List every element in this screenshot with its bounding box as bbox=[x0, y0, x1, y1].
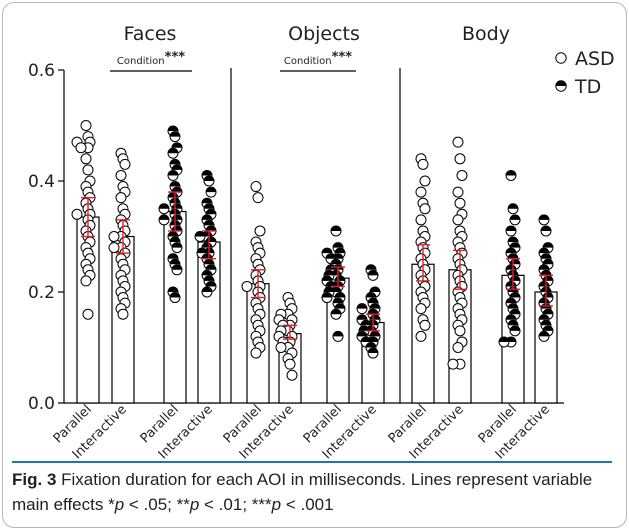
data-point-5-19 bbox=[284, 358, 296, 370]
data-point-4-24 bbox=[250, 347, 262, 359]
data-point-1-6 bbox=[115, 192, 127, 204]
data-point-0-28 bbox=[82, 308, 94, 320]
data-point-10-20 bbox=[509, 325, 521, 337]
data-point-6-18 bbox=[321, 292, 333, 304]
data-point-1-16 bbox=[108, 242, 120, 254]
y-tick-label-1: 0.2 bbox=[28, 283, 55, 303]
data-point-7-19 bbox=[367, 347, 379, 359]
data-point-4-2 bbox=[254, 225, 266, 237]
data-point-10-3 bbox=[505, 225, 517, 237]
data-point-4-0 bbox=[250, 181, 262, 193]
data-point-4-12 bbox=[241, 280, 253, 292]
data-point-8-3 bbox=[415, 186, 427, 198]
caption-t1: < .05; ** bbox=[124, 495, 190, 514]
caption-t2: < .01; *** bbox=[199, 495, 272, 514]
data-point-2-25 bbox=[169, 292, 181, 304]
data-point-8-1 bbox=[417, 158, 429, 170]
data-point-10-14 bbox=[509, 292, 521, 304]
data-point-8-23 bbox=[419, 319, 431, 331]
data-point-2-20 bbox=[171, 242, 183, 254]
legend-marker-td bbox=[555, 80, 567, 92]
legend-label-td: TD bbox=[574, 76, 601, 98]
data-point-3-10 bbox=[194, 231, 206, 242]
data-point-9-29 bbox=[447, 358, 459, 370]
chart: 0.0 0.2 0.4 0.6 Faces Objects Body Condition***… bbox=[28, 23, 615, 460]
figure-caption: Fig. 3 Fixation duration for each AOI in… bbox=[12, 461, 612, 517]
panel-title-body: Body bbox=[462, 23, 510, 45]
data-point-0-5 bbox=[75, 142, 87, 154]
data-point-2-15 bbox=[158, 214, 170, 226]
data-point-9-25 bbox=[454, 325, 466, 337]
data-point-10-0 bbox=[505, 169, 517, 181]
data-point-8-21 bbox=[415, 303, 427, 315]
data-point-10-1 bbox=[507, 203, 519, 215]
data-point-1-13 bbox=[108, 231, 120, 242]
data-point-4-1 bbox=[252, 192, 264, 204]
y-tick-label-2: 0.4 bbox=[28, 172, 55, 192]
effect-label-1: Condition*** bbox=[284, 50, 352, 67]
y-tick-label-0: 0.0 bbox=[28, 394, 55, 414]
data-point-3-1 bbox=[203, 175, 215, 187]
data-point-6-22 bbox=[332, 330, 344, 342]
data-point-0-6 bbox=[80, 153, 92, 165]
data-point-11-0 bbox=[538, 214, 550, 226]
data-point-7-6 bbox=[356, 303, 368, 315]
caption-text: Fixation duration for each AOI in millis… bbox=[12, 470, 593, 514]
data-point-2-1 bbox=[169, 131, 181, 143]
data-point-10-2 bbox=[509, 214, 521, 226]
data-point-2-6 bbox=[167, 169, 179, 181]
panel-title-objects: Objects bbox=[288, 23, 360, 45]
data-point-6-0 bbox=[330, 225, 342, 237]
data-point-0-0 bbox=[80, 120, 92, 131]
data-point-10-22 bbox=[498, 336, 510, 348]
data-point-7-1 bbox=[367, 269, 379, 281]
caption-p1: p bbox=[114, 495, 125, 514]
data-point-8-24 bbox=[415, 330, 427, 342]
data-point-0-27 bbox=[80, 275, 92, 287]
y-tick-label-3: 0.6 bbox=[28, 61, 55, 81]
data-point-0-15 bbox=[71, 208, 83, 220]
data-point-9-27 bbox=[452, 342, 464, 353]
data-point-9-6 bbox=[452, 214, 464, 226]
data-point-11-18 bbox=[538, 330, 550, 342]
data-point-2-23 bbox=[171, 264, 183, 276]
data-point-8-5 bbox=[419, 203, 431, 215]
data-point-2-3 bbox=[167, 147, 179, 159]
data-point-9-4 bbox=[454, 197, 466, 209]
caption-p2: p bbox=[189, 495, 200, 514]
data-point-11-1 bbox=[540, 225, 552, 237]
data-point-2-12 bbox=[158, 203, 170, 215]
data-point-6-21 bbox=[330, 308, 342, 320]
data-point-8-2 bbox=[419, 175, 431, 187]
data-point-3-21 bbox=[201, 286, 213, 298]
legend-marker-asd bbox=[555, 52, 567, 64]
data-point-9-1 bbox=[454, 153, 466, 165]
data-point-5-20 bbox=[286, 369, 298, 381]
data-point-1-28 bbox=[117, 308, 129, 320]
caption-t3: < .001 bbox=[281, 495, 334, 514]
data-point-9-0 bbox=[452, 136, 464, 148]
data-point-1-3 bbox=[115, 169, 127, 181]
effect-label-0: Condition*** bbox=[117, 50, 185, 67]
data-point-1-2 bbox=[119, 158, 131, 170]
caption-label: Fig. 3 bbox=[12, 470, 57, 489]
data-point-9-3 bbox=[452, 186, 464, 198]
data-point-0-7 bbox=[82, 164, 94, 176]
data-point-5-16 bbox=[275, 342, 287, 353]
data-point-3-2 bbox=[205, 186, 217, 198]
panel-title-faces: Faces bbox=[124, 23, 177, 45]
caption-p3: p bbox=[271, 495, 282, 514]
data-point-9-2 bbox=[456, 169, 468, 181]
legend-label-asd: ASD bbox=[575, 48, 615, 70]
data-point-8-6 bbox=[415, 214, 427, 226]
